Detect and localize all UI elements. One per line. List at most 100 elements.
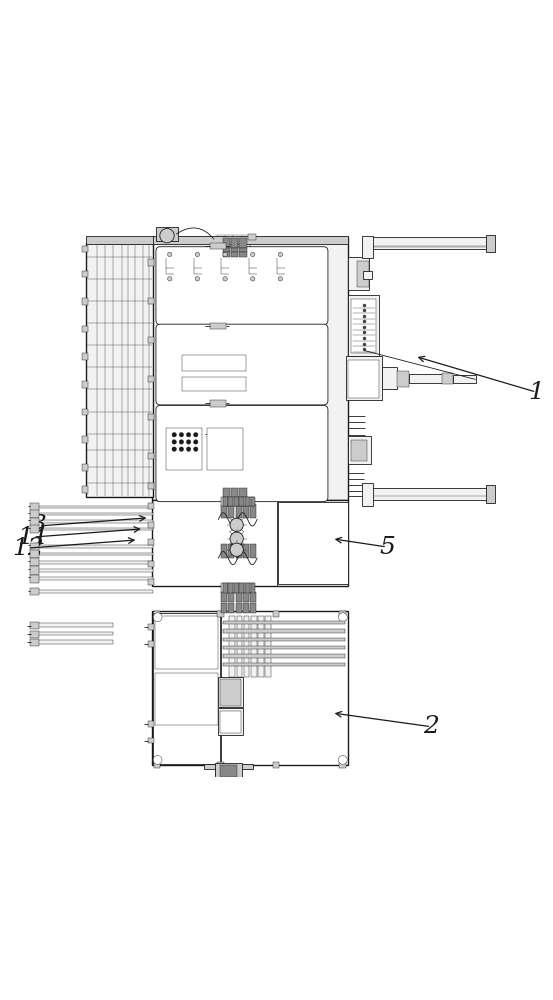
Bar: [156, 227, 178, 241]
Circle shape: [223, 277, 227, 281]
FancyBboxPatch shape: [156, 324, 328, 405]
Bar: [86, 236, 153, 244]
Text: 1: 1: [529, 381, 544, 404]
Bar: [220, 765, 237, 776]
Bar: [231, 488, 238, 498]
Bar: [36, 513, 153, 515]
Bar: [243, 544, 249, 558]
Bar: [223, 663, 345, 666]
Bar: [251, 497, 255, 506]
Bar: [239, 583, 244, 593]
Bar: [234, 497, 239, 506]
Circle shape: [172, 447, 176, 451]
Bar: [148, 298, 154, 304]
Bar: [231, 501, 238, 506]
Bar: [152, 236, 348, 244]
Bar: [239, 497, 244, 506]
Bar: [217, 611, 224, 617]
Circle shape: [278, 252, 283, 257]
Bar: [148, 522, 154, 528]
Bar: [152, 500, 348, 586]
Bar: [36, 569, 153, 572]
Bar: [223, 238, 230, 248]
Bar: [258, 616, 264, 677]
Bar: [218, 677, 243, 707]
Circle shape: [194, 433, 198, 437]
Bar: [234, 583, 239, 593]
Bar: [36, 632, 113, 635]
Bar: [244, 616, 249, 677]
Bar: [223, 488, 230, 498]
Bar: [223, 497, 228, 506]
Bar: [148, 483, 154, 489]
Bar: [217, 762, 224, 768]
Circle shape: [251, 277, 255, 281]
Bar: [36, 561, 153, 564]
Bar: [250, 504, 256, 518]
Bar: [30, 543, 39, 551]
Bar: [36, 506, 153, 508]
Bar: [231, 248, 238, 252]
Bar: [30, 550, 39, 558]
Bar: [148, 738, 154, 743]
Bar: [362, 236, 373, 258]
Bar: [351, 299, 376, 353]
Bar: [30, 588, 39, 595]
Bar: [36, 553, 153, 555]
Bar: [153, 613, 220, 764]
Bar: [86, 243, 153, 497]
Bar: [250, 603, 256, 613]
Bar: [223, 638, 345, 641]
Bar: [250, 592, 256, 602]
Circle shape: [186, 440, 191, 444]
Circle shape: [179, 433, 184, 437]
Bar: [220, 711, 241, 733]
Text: 2: 2: [424, 715, 439, 738]
Bar: [30, 525, 39, 533]
Bar: [221, 583, 254, 593]
Bar: [154, 762, 160, 768]
Bar: [348, 436, 371, 464]
Circle shape: [230, 532, 243, 545]
Bar: [243, 603, 249, 613]
Bar: [231, 498, 238, 502]
Bar: [223, 629, 345, 633]
Bar: [363, 271, 372, 279]
Bar: [223, 583, 228, 593]
Bar: [30, 558, 39, 566]
Bar: [273, 611, 279, 617]
Bar: [397, 371, 409, 387]
Bar: [148, 453, 154, 459]
Bar: [30, 566, 39, 575]
Circle shape: [338, 613, 347, 622]
Circle shape: [186, 433, 191, 437]
Bar: [148, 721, 154, 727]
Bar: [409, 374, 442, 383]
Bar: [36, 640, 113, 644]
Circle shape: [194, 440, 198, 444]
Bar: [243, 504, 249, 518]
Bar: [239, 238, 247, 248]
Bar: [215, 763, 242, 776]
Bar: [36, 545, 153, 548]
Bar: [148, 503, 154, 509]
Bar: [220, 679, 241, 706]
Circle shape: [172, 433, 176, 437]
Bar: [236, 504, 242, 518]
Bar: [215, 768, 241, 775]
Bar: [30, 575, 39, 583]
Bar: [442, 373, 453, 384]
Bar: [207, 428, 243, 470]
Bar: [351, 440, 367, 461]
Bar: [210, 323, 226, 329]
Circle shape: [153, 755, 162, 764]
Circle shape: [160, 228, 174, 243]
Bar: [148, 539, 154, 545]
Bar: [82, 381, 88, 388]
Circle shape: [251, 252, 255, 257]
Bar: [204, 764, 253, 769]
Bar: [348, 360, 379, 398]
Bar: [237, 616, 242, 677]
Bar: [231, 252, 238, 257]
Bar: [236, 592, 242, 602]
